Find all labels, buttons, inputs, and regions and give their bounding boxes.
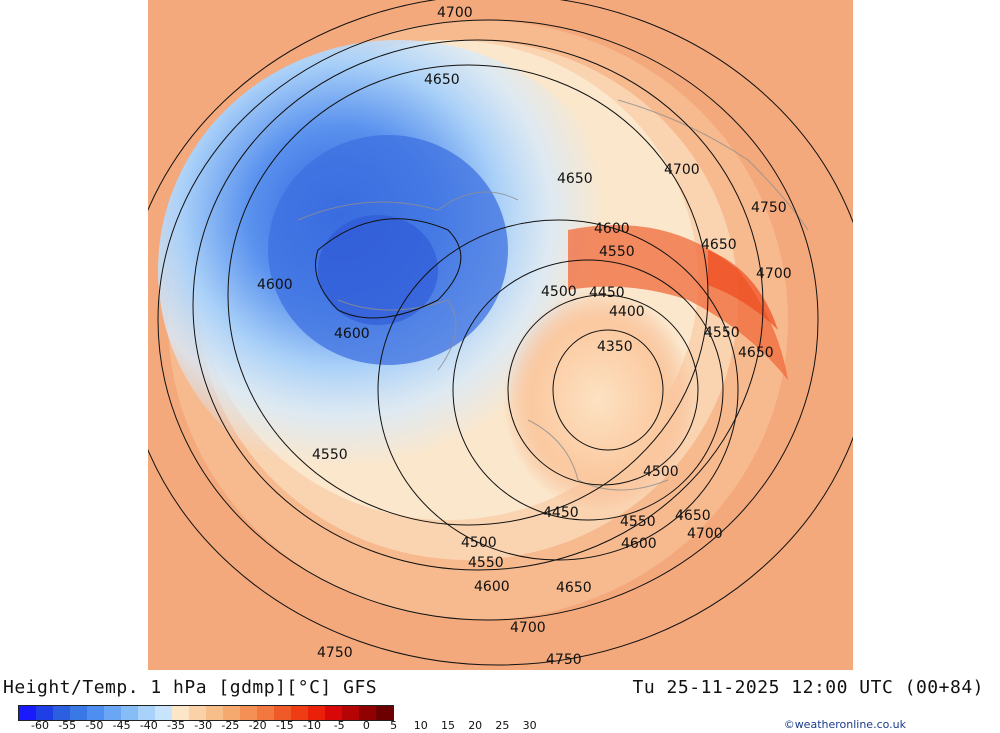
color-swatch: [189, 706, 206, 720]
contour-label: 4550: [620, 514, 656, 530]
contour-label: 4500: [541, 284, 577, 300]
contour-label: 4750: [751, 200, 787, 216]
contour-label: 4650: [738, 345, 774, 361]
contour-label: 4350: [597, 339, 633, 355]
contour-label: 4600: [257, 277, 293, 293]
contour-label: 4600: [474, 579, 510, 595]
colorbar-tick-label: -10: [303, 719, 321, 732]
color-swatch: [325, 706, 342, 720]
color-swatch: [19, 706, 36, 720]
contour-label: 4650: [675, 508, 711, 524]
colorbar-tick-label: -5: [333, 719, 345, 732]
colorbar-tick-label: 15: [441, 719, 455, 732]
color-scale-bar: [18, 705, 394, 721]
color-swatch: [172, 706, 189, 720]
contour-label: 4500: [461, 535, 497, 551]
color-swatch: [70, 706, 87, 720]
contour-label: 4550: [312, 447, 348, 463]
color-scale-ticks: -60 -55 -50 -45 -40 -35 -30 -25 -20 -15 -10 -5 0 5 10 1…: [18, 719, 578, 733]
colorbar-tick-label: 30: [522, 719, 537, 732]
contour-label: 4700: [687, 526, 723, 542]
contour-label: 4550: [704, 325, 740, 341]
colorbar-tick-label: 20: [468, 719, 483, 732]
forecast-time: Tu 25-11-2025 12:00 UTC (00+84): [632, 677, 984, 698]
color-swatch: [53, 706, 70, 720]
contour-label: 4550: [468, 555, 504, 571]
colorbar-tick-label: -20: [248, 719, 267, 732]
contour-label: 4700: [756, 266, 792, 282]
contour-label: 4700: [510, 620, 546, 636]
contour-label: 4650: [557, 171, 593, 187]
colorbar-tick-label: -60: [31, 719, 49, 732]
colorbar-tick-label: -30: [194, 719, 213, 732]
colorbar-tick-label: -25: [221, 719, 240, 732]
colorbar-tick-label: -15: [275, 719, 294, 732]
contour-label: 4650: [424, 72, 460, 88]
contour-label: 4400: [609, 304, 645, 320]
color-swatch: [104, 706, 121, 720]
colorbar-tick-label: -55: [58, 719, 77, 732]
color-swatch: [138, 706, 155, 720]
contour-label: 4600: [594, 221, 630, 237]
colorbar-tick-label: 25: [495, 719, 510, 732]
color-swatch: [359, 706, 376, 720]
contour-label: 4650: [556, 580, 592, 596]
colorbar-tick-label: -45: [112, 719, 131, 732]
contour-label: 4550: [599, 244, 635, 260]
contour-label: 4700: [437, 5, 473, 21]
color-swatch: [36, 706, 53, 720]
colorbar-tick-label: 10: [413, 719, 428, 732]
color-swatch: [274, 706, 291, 720]
colorbar-tick-label: 5: [390, 719, 398, 732]
credit-link[interactable]: ©weatheronline.co.uk: [783, 718, 906, 731]
contour-label: 4750: [546, 652, 582, 668]
color-swatch: [206, 706, 223, 720]
colorbar-tick-label: -50: [85, 719, 104, 732]
map-title: Height/Temp. 1 hPa [gdmp][°C] GFS: [3, 677, 378, 698]
color-swatch: [240, 706, 257, 720]
colorbar-tick-label: 0: [362, 719, 370, 732]
colorbar-tick-label: -40: [139, 719, 158, 732]
color-swatch: [291, 706, 308, 720]
contour-label: 4450: [543, 505, 579, 521]
weather-map: 4700 4650 4650 4700 4750 4600 4550 4650 …: [148, 0, 853, 670]
contour-label: 4700: [664, 162, 700, 178]
contour-label: 4750: [317, 645, 353, 661]
color-swatch: [308, 706, 325, 720]
color-swatch: [87, 706, 104, 720]
contour-label: 4600: [334, 326, 370, 342]
contour-label: 4450: [589, 285, 625, 301]
contour-label: 4500: [643, 464, 679, 480]
color-swatch: [342, 706, 359, 720]
color-swatch: [121, 706, 138, 720]
contour-label: 4600: [621, 536, 657, 552]
colorbar-tick-label: -35: [167, 719, 185, 732]
color-swatch: [155, 706, 172, 720]
contour-label: 4650: [701, 237, 737, 253]
color-swatch: [257, 706, 274, 720]
color-swatch: [376, 706, 393, 720]
color-swatch: [223, 706, 240, 720]
